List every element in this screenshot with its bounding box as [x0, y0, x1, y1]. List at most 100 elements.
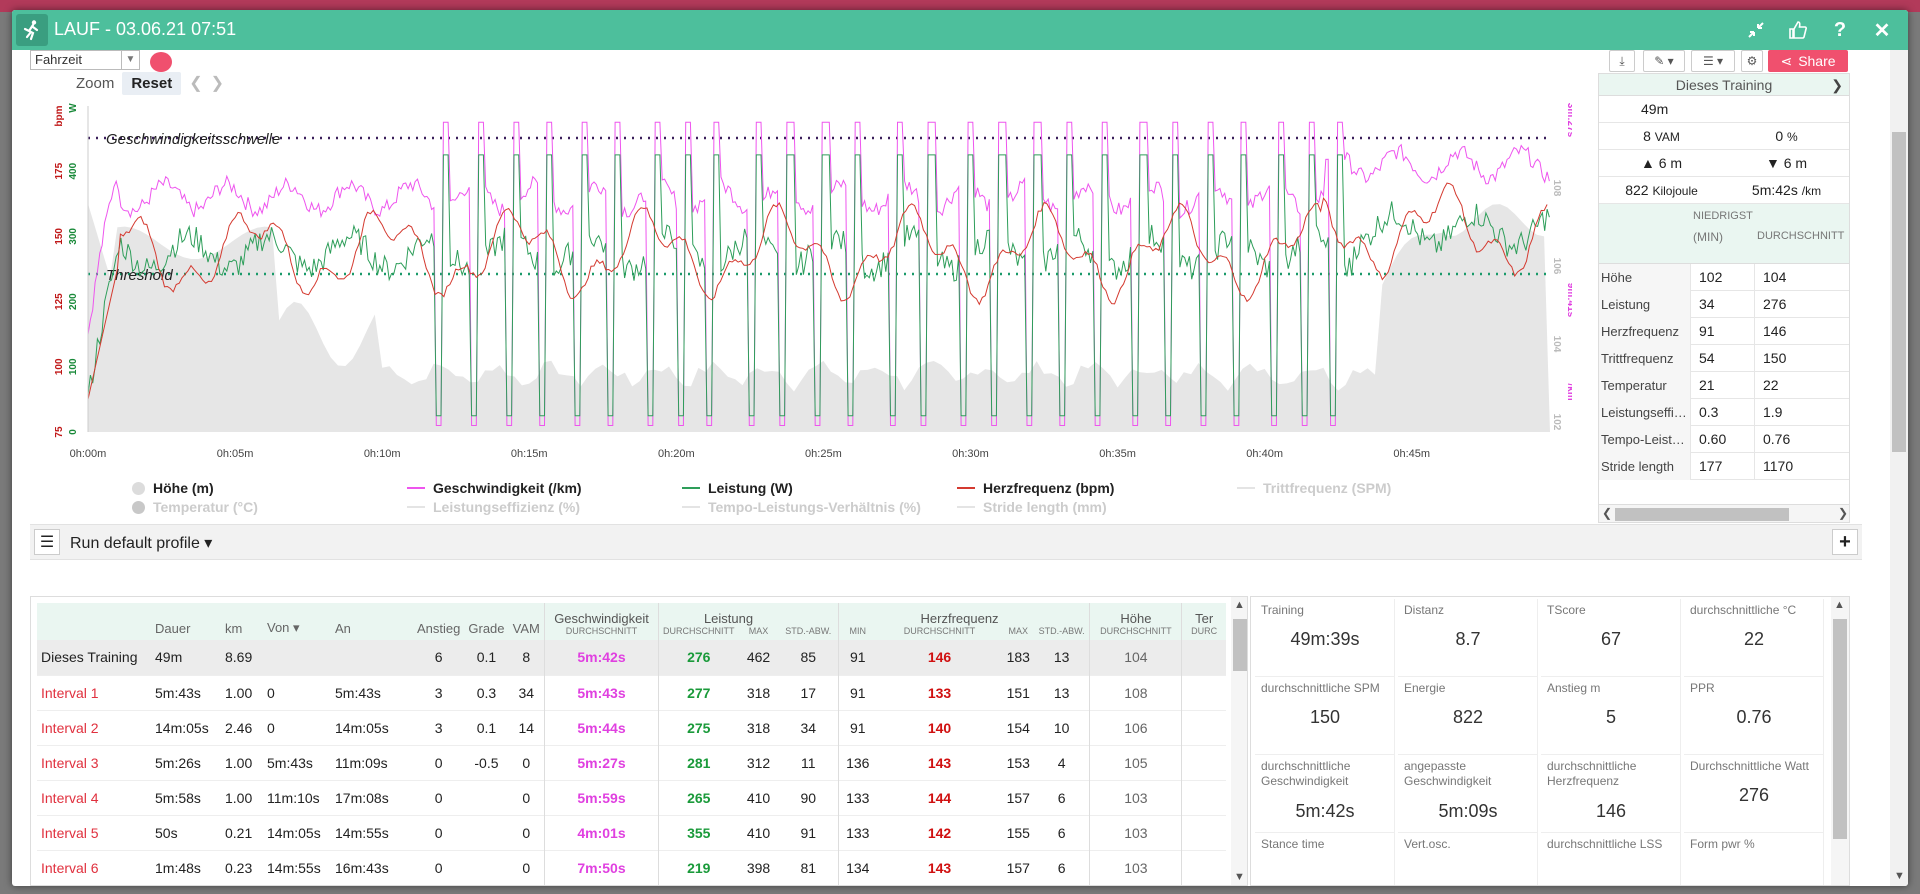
cell-km: 1.00: [225, 684, 253, 701]
stats-header[interactable]: Dieses Training ❯: [1599, 74, 1849, 96]
cell-hr_avg: 143: [927, 754, 952, 771]
table-row[interactable]: Interval 1 5m:43s 1.00 0 5m:43s 3 0.3 34 5m:43s 2…: [37, 675, 1226, 710]
x-tick-label: 0h:15m: [511, 448, 548, 460]
edit-menu-icon[interactable]: ✎ ▾: [1643, 50, 1685, 72]
scroll-thumb[interactable]: [1233, 619, 1247, 671]
legend-label: Leistung (W): [708, 480, 793, 496]
cell-anstieg: 6: [434, 649, 443, 666]
cell-p_max: 462: [746, 649, 771, 666]
summary-cell: durchschnittliche Geschwindigkeit 5m:42s: [1255, 755, 1395, 833]
download-icon[interactable]: ⤓: [1609, 50, 1635, 72]
cell-hr_avg: 140: [927, 719, 952, 736]
cell-speed: 5m:44s: [544, 710, 659, 745]
scroll-thumb[interactable]: [1615, 508, 1789, 521]
zoom-bar: Zoom Reset ❮ ❯: [76, 70, 224, 96]
summary-value: 67: [1600, 629, 1622, 649]
col-anstieg: Anstieg: [413, 603, 465, 640]
scroll-thumb[interactable]: [1833, 619, 1847, 839]
summary-label: TScore: [1547, 603, 1586, 617]
col-vam: VAM: [508, 603, 545, 640]
total-row[interactable]: Dieses Training 49m 8.69 6 0.1 8 5m:42s 276 462 8…: [37, 640, 1226, 675]
table-row[interactable]: Interval 5 50s 0.21 14m:05s 14m:55s 0 0 4m:01s 3…: [37, 815, 1226, 850]
cell-km: 1.00: [225, 789, 253, 806]
summary-value: 822: [1452, 707, 1484, 727]
stats-row-avg: 1.9: [1763, 404, 1783, 420]
stats-row-avg: 22: [1763, 377, 1779, 393]
time-mode-select[interactable]: Fahrzeit ▼: [30, 50, 140, 70]
cell-grade: 0.3: [476, 684, 497, 701]
legend-item[interactable]: Leistungseffizienz (%): [407, 499, 580, 515]
col-speed: Geschwindigkeit DURCHSCHNITT: [544, 603, 659, 640]
cell-name: Interval 1: [41, 684, 99, 701]
summary-value: 5: [1605, 707, 1616, 727]
summary-label: Durchschnittliche Watt: [1690, 759, 1809, 773]
legend-item[interactable]: Tempo-Leistungs-Verhältnis (%): [682, 499, 921, 515]
hamburger-menu-icon[interactable]: ☰: [34, 529, 60, 555]
laps-vertical-scrollbar[interactable]: ▲ ▼: [1231, 597, 1247, 885]
stats-row-min: 91: [1691, 317, 1755, 345]
table-row[interactable]: Interval 2 14m:05s 2.46 0 14m:05s 3 0.1 14 5m:44…: [37, 710, 1226, 745]
stats-panel: Dieses Training ❯ 49m 8 VAM 0 % ▲ 6 m ▼ …: [1598, 73, 1850, 523]
cell-height: 103: [1089, 850, 1182, 885]
thumbs-up-icon[interactable]: [1784, 16, 1812, 44]
cell-von: 0: [267, 719, 275, 736]
page-backdrop: [0, 0, 1920, 12]
scroll-thumb[interactable]: [1892, 132, 1906, 452]
legend-item[interactable]: Geschwindigkeit (/km): [407, 480, 582, 496]
close-icon[interactable]: ✕: [1873, 19, 1891, 42]
stats-row-label: Höhe: [1599, 263, 1691, 291]
legend-item[interactable]: Höhe (m): [132, 480, 214, 496]
summary-cell: Energie 822: [1398, 677, 1538, 755]
cell-hr_max: 153: [1006, 754, 1030, 771]
cell-hr_std: 13: [1053, 649, 1070, 666]
horizontal-scrollbar[interactable]: ❮ ❯: [1599, 504, 1849, 522]
cell-anstieg: 0: [434, 824, 443, 841]
col-von[interactable]: Von ▾: [263, 603, 331, 640]
chevron-left-icon[interactable]: ❮: [189, 75, 203, 92]
power-tick-label: 200: [68, 293, 79, 310]
cell-temp: [1181, 675, 1226, 710]
cell-p_std: 34: [800, 719, 817, 736]
legend-label: Leistungseffizienz (%): [433, 499, 581, 515]
share-button[interactable]: ⋖ Share: [1768, 50, 1848, 72]
col-power-max: Leistung MAX: [704, 603, 779, 640]
gear-icon[interactable]: ⚙: [1741, 50, 1763, 72]
page-scrollbar[interactable]: ▼: [1890, 50, 1908, 886]
pace-tick-label: 9m:41s: [1565, 283, 1572, 318]
legend-item[interactable]: Temperatur (°C): [132, 499, 258, 515]
legend-item[interactable]: Stride length (mm): [957, 499, 1107, 515]
cell-dauer: 5m:43s: [155, 684, 201, 701]
cell-hr_min: 91: [838, 640, 877, 675]
col-power-std: STD.-ABW.: [778, 603, 839, 640]
legend-item[interactable]: Trittfrequenz (SPM): [1237, 480, 1391, 496]
legend-item[interactable]: Herzfrequenz (bpm): [957, 480, 1114, 496]
bpm-axis-label: bpm: [54, 105, 65, 126]
legend-label: Geschwindigkeit (/km): [433, 480, 582, 496]
cell-vam: 0: [522, 824, 531, 841]
profile-dropdown[interactable]: Run default profile ▾: [70, 535, 213, 552]
stats-row-label: Trittfrequenz: [1599, 344, 1691, 372]
record-indicator[interactable]: [150, 52, 172, 72]
cell-anstieg: 3: [434, 719, 443, 736]
stats-descent: ▼ 6 m: [1765, 155, 1808, 171]
cell-name: Interval 2: [41, 719, 99, 736]
summary-vertical-scrollbar[interactable]: ▲: [1831, 597, 1849, 885]
add-icon[interactable]: +: [1832, 529, 1858, 555]
col-min-sub-label: (MIN): [1693, 230, 1723, 244]
table-row[interactable]: Interval 4 5m:58s 1.00 11m:10s 17m:08s 0 0 5m:5…: [37, 780, 1226, 815]
table-row[interactable]: Interval 6 1m:48s 0.23 14m:55s 16m:43s 0 0 7m:5…: [37, 850, 1226, 885]
cell-p_avg: 277: [658, 675, 739, 710]
minimize-icon[interactable]: [1742, 16, 1770, 44]
summary-label: Training: [1261, 603, 1304, 617]
table-row[interactable]: Interval 3 5m:26s 1.00 5m:43s 11m:09s 0 -0.5 0 5…: [37, 745, 1226, 780]
help-icon[interactable]: ?: [1833, 18, 1847, 41]
summary-value: 150: [1309, 707, 1341, 727]
legend-item[interactable]: Leistung (W): [682, 480, 793, 496]
cell-dauer: 50s: [155, 824, 178, 841]
list-menu-icon[interactable]: ☰ ▾: [1691, 50, 1735, 72]
stats-row-avg: 1170: [1763, 458, 1794, 474]
chevron-right-icon[interactable]: ❯: [1831, 77, 1843, 93]
chevron-right-icon[interactable]: ❯: [210, 75, 225, 92]
zoom-reset-button[interactable]: Reset: [122, 71, 182, 95]
